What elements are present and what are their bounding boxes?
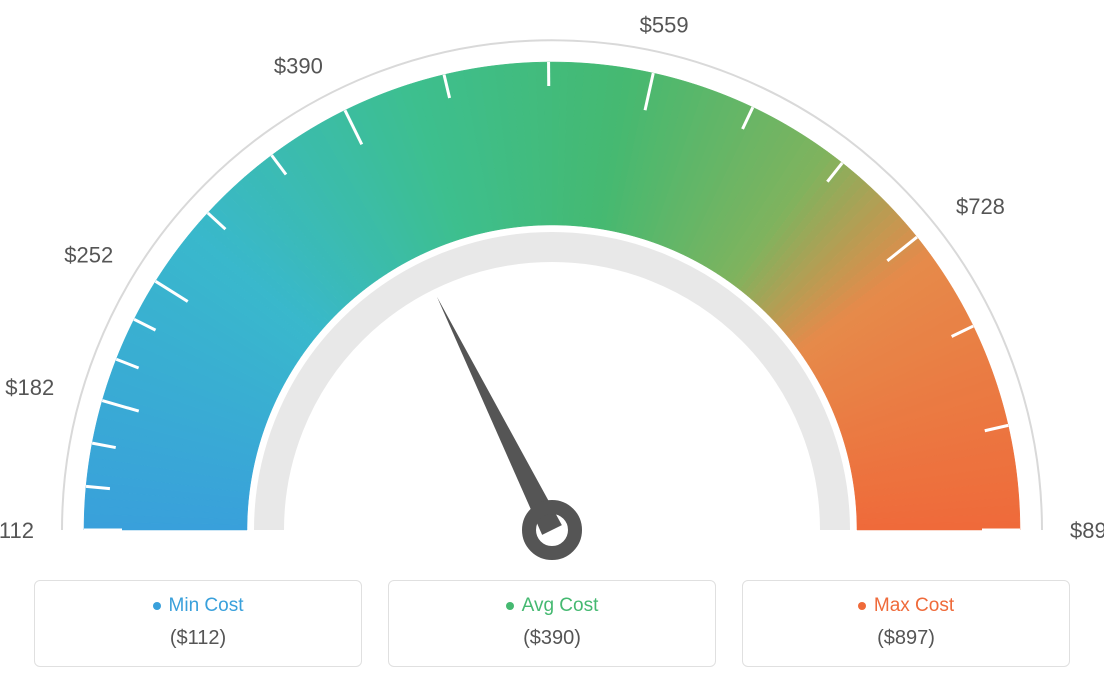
legend-dot-max [858,602,866,610]
legend-row: Min Cost ($112) Avg Cost ($390) Max Cost… [0,570,1104,667]
legend-card-max: Max Cost ($897) [742,580,1070,667]
legend-title-max: Max Cost [858,595,954,617]
gauge-tick-label: $559 [640,12,689,37]
legend-label-max: Max Cost [874,595,954,617]
legend-value-min: ($112) [35,627,361,650]
gauge-tick-label: $112 [0,518,34,543]
gauge-needle [437,297,562,535]
legend-label-avg: Avg Cost [522,595,599,617]
legend-card-avg: Avg Cost ($390) [388,580,716,667]
legend-value-avg: ($390) [389,627,715,650]
legend-value-max: ($897) [743,627,1069,650]
legend-card-min: Min Cost ($112) [34,580,362,667]
legend-dot-min [153,602,161,610]
gauge-tick-label: $897 [1070,518,1104,543]
gauge-tick-label: $728 [956,194,1005,219]
legend-title-avg: Avg Cost [506,595,599,617]
legend-title-min: Min Cost [153,595,244,617]
gauge-container: $112 $182 $252 $390 $559 $728 $897 [0,0,1104,570]
gauge-tick-label: $252 [64,243,113,268]
gauge-tick-label: $390 [274,53,323,78]
gauge-svg: $112 $182 $252 $390 $559 $728 $897 [0,0,1104,570]
gauge-tick-label: $182 [5,375,54,400]
legend-label-min: Min Cost [169,595,244,617]
legend-dot-avg [506,602,514,610]
gauge-band [84,62,1020,530]
